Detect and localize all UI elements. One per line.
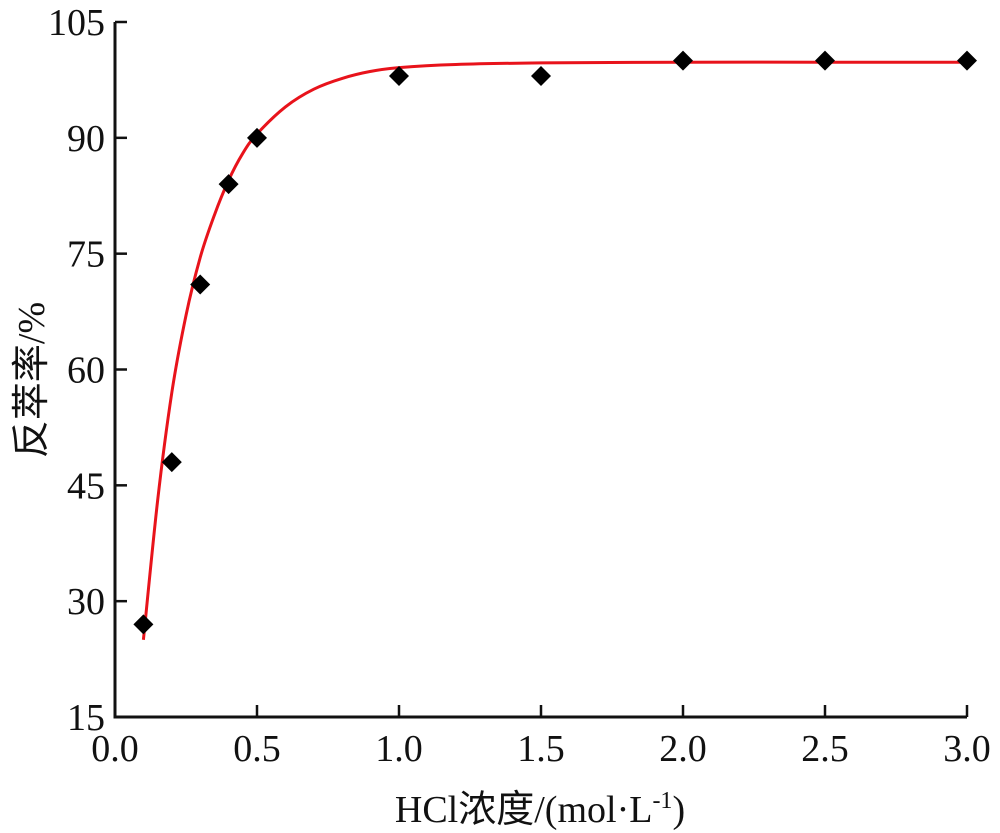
data-point: [815, 50, 835, 71]
data-point: [531, 66, 551, 87]
data-point: [161, 452, 182, 473]
x-tick-label: 0.5: [233, 728, 281, 770]
data-point: [389, 66, 409, 87]
data-point: [673, 50, 693, 71]
y-tick-label: 60: [67, 350, 105, 392]
data-point: [218, 174, 239, 195]
y-tick-label: 105: [48, 2, 105, 44]
y-tick-label: 30: [67, 581, 105, 623]
data-point: [957, 50, 977, 71]
x-axis-title-sup: -1: [652, 788, 672, 814]
y-tick-label: 15: [67, 697, 105, 739]
fit-curve-group: [141, 60, 967, 640]
y-tick-label: 90: [67, 118, 105, 160]
x-tick-label: 1.5: [517, 728, 565, 770]
data-points-group: [133, 50, 977, 635]
x-axis-title-close: ): [672, 789, 685, 831]
x-tick-label: 2.5: [801, 728, 849, 770]
data-point: [133, 614, 154, 635]
x-tick-label: 0.0: [91, 728, 139, 770]
data-point: [247, 127, 267, 148]
x-axis-title-main: HCl浓度/(mol·L: [395, 789, 653, 831]
x-tick-label: 3.0: [943, 728, 991, 770]
ticks: 15 30 45 60 75 90 105 0.0 0.5 1.0 1.5 2.0 2.5 3.0: [48, 2, 991, 770]
data-point: [190, 274, 211, 295]
y-tick-label: 45: [67, 465, 105, 507]
x-tick-label: 2.0: [659, 728, 707, 770]
fit-curve: [141, 60, 967, 640]
x-tick-label: 1.0: [375, 728, 423, 770]
x-axis-title: HCl浓度/(mol·L-1): [395, 788, 685, 831]
y-axis-title: 反萃率/%: [11, 302, 53, 458]
axes: [113, 22, 967, 719]
y-tick-label: 75: [67, 234, 105, 276]
